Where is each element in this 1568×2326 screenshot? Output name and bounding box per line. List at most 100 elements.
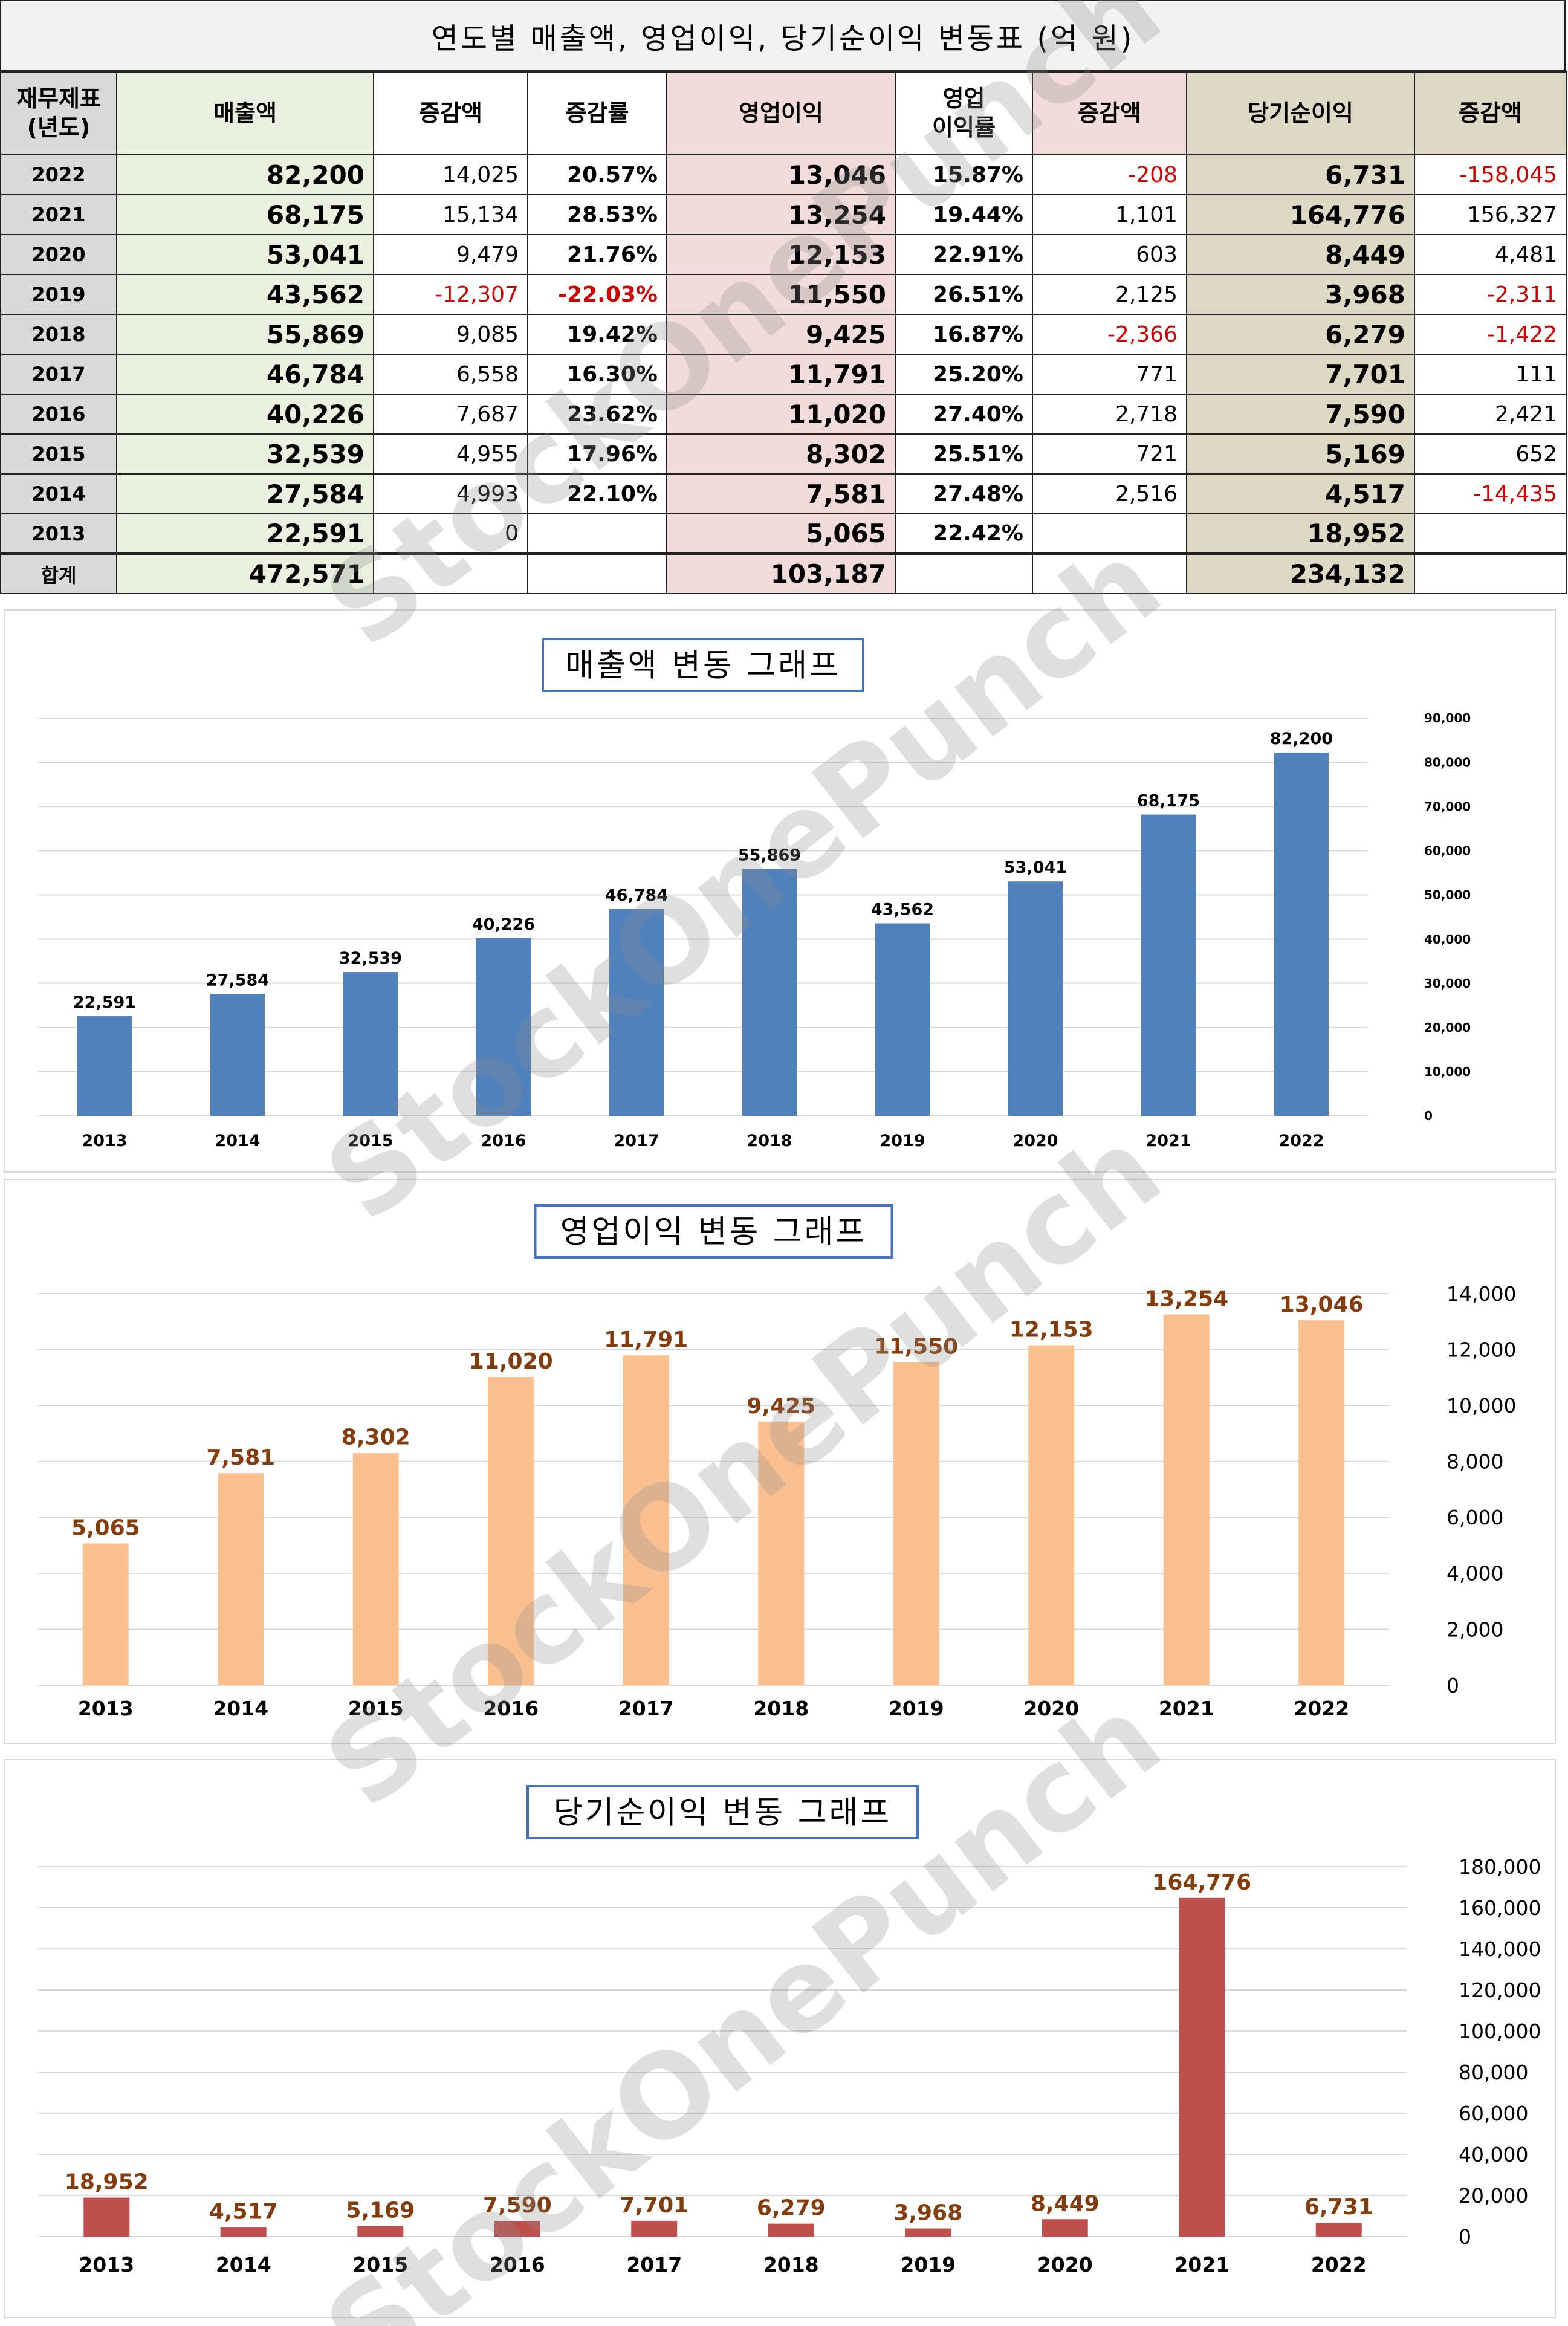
data-label: 9,425 xyxy=(747,1394,815,1419)
cell-sales-change: 9,085 xyxy=(373,314,528,355)
x-tick-label: 2015 xyxy=(352,2253,408,2276)
cell-operating-margin: 16.87% xyxy=(895,314,1033,355)
chart-title-box xyxy=(526,1785,919,1839)
cell-operating-margin: 22.91% xyxy=(895,234,1033,275)
x-tick-label: 2022 xyxy=(1311,2253,1367,2276)
y-tick-label: 40,000 xyxy=(1424,932,1471,947)
cell-net-income: 164,776 xyxy=(1186,194,1415,235)
bar-2020 xyxy=(1008,881,1063,1116)
cell-operating-profit: 11,791 xyxy=(666,354,896,395)
data-label: 5,169 xyxy=(346,2198,415,2223)
table-row: 2019 43,562 -12,307 -22.03% 11,550 26.51% 2,12… xyxy=(0,274,1567,315)
bar-2021 xyxy=(1163,1314,1210,1685)
cell-operating-profit: 13,254 xyxy=(666,194,896,235)
cell-sales: 55,869 xyxy=(116,314,374,355)
header-sales-rate: 증감률 xyxy=(527,71,667,155)
cell-empty xyxy=(373,552,528,594)
y-tick-label: 70,000 xyxy=(1424,799,1471,814)
cell-op-change: 603 xyxy=(1032,234,1187,275)
cell-empty xyxy=(527,552,667,594)
bar-2017 xyxy=(623,1355,669,1685)
x-tick-label: 2013 xyxy=(79,2253,134,2276)
header-year: 재무제표 (년도) xyxy=(0,71,117,155)
cell-net-income: 3,968 xyxy=(1186,274,1415,315)
cell-total-label: 합계 xyxy=(0,552,117,594)
cell-net-income: 6,731 xyxy=(1186,154,1415,195)
bar-2016 xyxy=(488,1376,534,1685)
x-tick-label: 2013 xyxy=(78,1697,134,1720)
table-row: 2015 32,539 4,955 17.96% 8,302 25.51% 721 5,169… xyxy=(0,433,1567,475)
chart-title: 영업이익 변동 그래프 xyxy=(560,1214,867,1251)
header-sales: 매출액 xyxy=(116,71,374,155)
data-label: 43,562 xyxy=(871,901,934,919)
data-label: 18,952 xyxy=(65,2170,149,2195)
x-tick-label: 2020 xyxy=(1012,1132,1058,1150)
operating-profit-chart-panel: 영업이익 변동 그래프 0 2,000 4,000 6,000 8,000 10,000 12… xyxy=(4,1179,1556,1744)
cell-sales-rate: 19.42% xyxy=(527,314,667,355)
y-tick-label: 120,000 xyxy=(1459,1978,1541,2002)
data-label: 164,776 xyxy=(1152,1870,1251,1895)
cell-empty xyxy=(1414,552,1567,594)
cell-net-change: -158,045 xyxy=(1414,154,1567,195)
bar-2016 xyxy=(494,2221,540,2237)
cell-net-change xyxy=(1414,513,1567,554)
x-tick-label: 2016 xyxy=(490,2253,545,2276)
cell-op-change: -2,366 xyxy=(1032,314,1187,355)
cell-operating-profit: 9,425 xyxy=(666,314,896,355)
bar-2013 xyxy=(83,2197,130,2237)
data-label: 46,784 xyxy=(605,886,668,905)
sales-chart-panel: 매출액 변동 그래프 0 10,000 20,000 30,000 40,000 50,00… xyxy=(4,609,1556,1173)
bar-2019 xyxy=(893,1362,939,1685)
cell-total-net-income: 234,132 xyxy=(1186,552,1415,594)
cell-net-change: 111 xyxy=(1414,354,1567,395)
y-tick-label: 60,000 xyxy=(1459,2102,1528,2125)
bar-2015 xyxy=(357,2226,404,2237)
cell-operating-margin: 22.42% xyxy=(895,513,1033,554)
x-tick-label: 2014 xyxy=(215,1132,260,1150)
cell-sales: 22,591 xyxy=(116,513,374,554)
cell-sales-change: 14,025 xyxy=(373,154,528,195)
cell-year: 2022 xyxy=(0,154,117,195)
cell-year: 2019 xyxy=(0,274,117,315)
bar-2018 xyxy=(758,1421,805,1685)
cell-op-change: 1,101 xyxy=(1032,194,1187,235)
cell-op-change: 721 xyxy=(1032,433,1187,475)
bar-2020 xyxy=(1028,1345,1075,1685)
bar-2018 xyxy=(742,869,797,1116)
chart-title: 매출액 변동 그래프 xyxy=(565,648,841,684)
cell-sales-change: 4,955 xyxy=(373,433,528,475)
data-label: 12,153 xyxy=(1009,1317,1093,1342)
cell-sales: 43,562 xyxy=(116,274,374,315)
cell-sales-change: 4,993 xyxy=(373,473,528,514)
cell-operating-margin: 27.48% xyxy=(895,473,1033,514)
x-tick-label: 2022 xyxy=(1294,1697,1349,1720)
data-label: 11,791 xyxy=(604,1327,688,1352)
cell-net-change: -1,422 xyxy=(1414,314,1567,355)
y-tick-label: 80,000 xyxy=(1459,2061,1528,2084)
cell-net-income: 18,952 xyxy=(1186,513,1415,554)
bar-2014 xyxy=(220,2227,267,2237)
data-label: 68,175 xyxy=(1137,792,1200,811)
bar-2022 xyxy=(1315,2223,1362,2237)
cell-net-income: 8,449 xyxy=(1186,234,1415,275)
data-label: 8,302 xyxy=(342,1425,410,1450)
header-net-income: 당기순이익 xyxy=(1186,71,1415,155)
cell-net-income: 4,517 xyxy=(1186,473,1415,514)
bar-2019 xyxy=(905,2228,951,2237)
chart-title: 당기순이익 변동 그래프 xyxy=(554,1795,892,1832)
x-tick-label: 2017 xyxy=(614,1132,659,1150)
cell-sales-rate: 17.96% xyxy=(527,433,667,475)
x-tick-label: 2016 xyxy=(481,1132,526,1150)
cell-sales-change: -12,307 xyxy=(373,274,528,315)
bar-2014 xyxy=(210,994,265,1116)
table-row: 2022 82,200 14,025 20.57% 13,046 15.87% -208 6,… xyxy=(0,154,1567,195)
header-op-change: 증감액 xyxy=(1032,71,1187,155)
x-tick-label: 2015 xyxy=(348,1697,404,1720)
table-row: 2018 55,869 9,085 19.42% 9,425 16.87% -2,366 6,… xyxy=(0,314,1567,355)
cell-empty xyxy=(1032,552,1187,594)
cell-sales-rate: 22.10% xyxy=(527,473,667,514)
cell-year: 2021 xyxy=(0,194,117,235)
cell-year: 2017 xyxy=(0,354,117,395)
header-net-change: 증감액 xyxy=(1414,71,1567,155)
y-tick-label: 0 xyxy=(1424,1109,1433,1123)
